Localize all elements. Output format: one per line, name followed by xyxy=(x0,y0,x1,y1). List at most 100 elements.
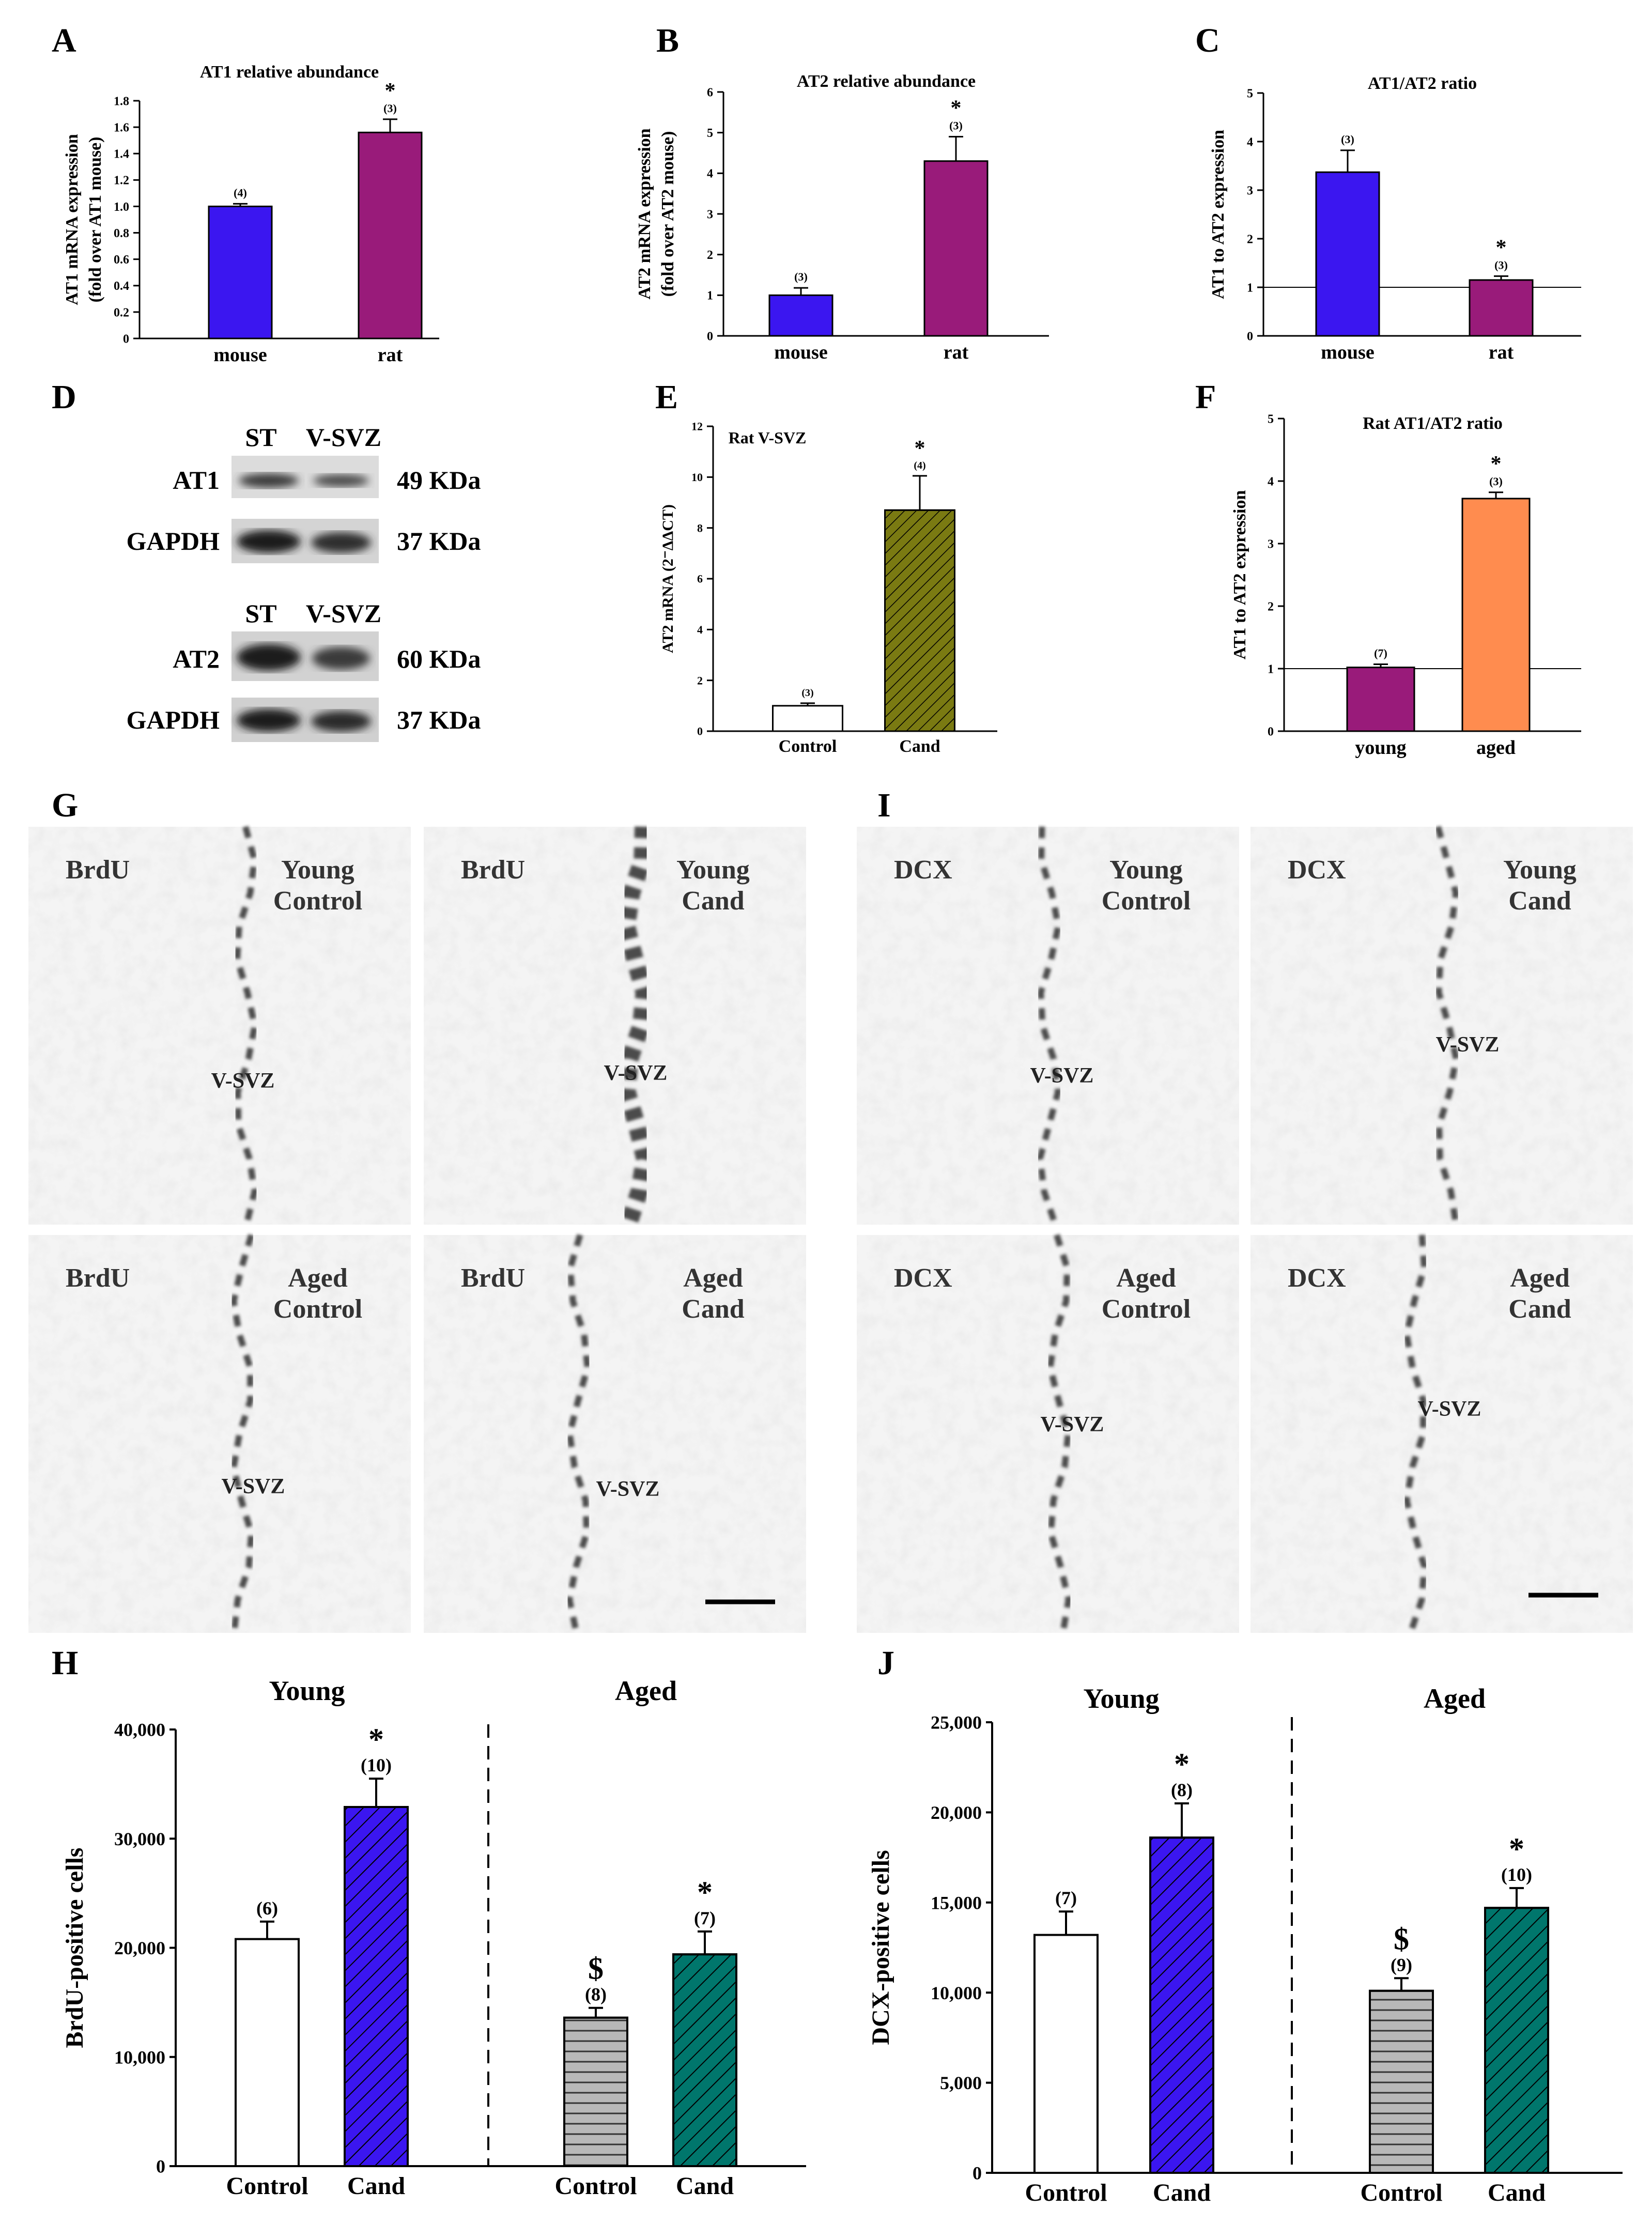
panel-letter-f: F xyxy=(1195,378,1216,416)
significance-mark: * xyxy=(368,1722,384,1756)
chart-title: Rat AT1/AT2 ratio xyxy=(1363,414,1503,433)
panel-letter-c: C xyxy=(1195,22,1220,59)
y-tick-label: 1.4 xyxy=(114,148,129,161)
blot2-band-gapdh-st xyxy=(237,709,301,732)
n-label: (3) xyxy=(794,270,808,283)
group-label-line1: Young xyxy=(1503,855,1577,885)
x-category-label: Control xyxy=(226,2172,308,2200)
blot2-label-gapdh: GAPDH xyxy=(126,705,220,734)
n-label: (7) xyxy=(1055,1888,1077,1908)
bar-hatch xyxy=(344,1805,409,2168)
region-label: V-SVZ xyxy=(1041,1413,1104,1437)
n-label: (3) xyxy=(1494,258,1508,271)
group-label-line1: Aged xyxy=(288,1263,348,1293)
blot2-band-gapdh-vsvz xyxy=(311,711,371,732)
significance-mark: * xyxy=(697,1875,713,1909)
micrograph-texture xyxy=(857,827,1239,1225)
region-label: V-SVZ xyxy=(604,1061,668,1085)
x-category-label: rat xyxy=(378,344,403,366)
bar xyxy=(1315,171,1380,337)
y-tick-label: 1.6 xyxy=(114,121,129,135)
group-label-line1: Young xyxy=(281,855,354,885)
stain-label: BrdU xyxy=(66,1263,130,1293)
bar xyxy=(1469,279,1534,337)
stain-label: BrdU xyxy=(461,855,525,885)
chart-j: Young Aged 0 5,000 10,000 15,000 20,000 25,000 D… xyxy=(867,1683,1623,2206)
group-label-line2: Control xyxy=(273,1294,362,1324)
y-axis-label-2: (fold over AT1 mouse) xyxy=(86,137,105,303)
micrograph-texture xyxy=(28,827,411,1225)
chart-h: Young Aged 0 10,000 20,000 30,000 40,000 BrdU-p… xyxy=(61,1675,806,2200)
y-tick-label: 3 xyxy=(1268,537,1274,551)
x-category-label: aged xyxy=(1476,737,1516,759)
y-tick-label: 10,000 xyxy=(931,1983,982,2003)
y-axis-label: AT2 mRNA expression xyxy=(635,128,654,299)
stained-cell-band xyxy=(617,826,654,1228)
y-tick-label: 0.8 xyxy=(114,227,129,240)
x-category-label: Control xyxy=(1025,2179,1107,2206)
n-label: (4) xyxy=(914,460,925,471)
group-label-line2: Control xyxy=(1102,1294,1191,1324)
y-axis-label: BrdU-positive cells xyxy=(61,1848,88,2048)
blot1-header-vsvz: V-SVZ xyxy=(306,423,381,452)
micrograph-texture xyxy=(1250,1235,1633,1633)
stain-label: BrdU xyxy=(66,855,130,885)
bar xyxy=(358,131,423,339)
panel-letter-d: D xyxy=(52,378,76,416)
bar xyxy=(1033,1934,1099,2174)
y-tick-label: 5,000 xyxy=(940,2073,982,2093)
blot2-band-at2-st xyxy=(237,644,301,671)
x-category-label: Control xyxy=(779,737,837,756)
n-label: (3) xyxy=(383,102,397,115)
chart-a: AT1 relative abundance 0 0.2 0.4 0.6 0.8 1.0 1.… xyxy=(63,63,439,366)
panel-letter-g: G xyxy=(52,786,78,824)
bar xyxy=(1346,667,1415,732)
stained-cell-band xyxy=(1434,826,1460,1225)
y-axis-label: AT1 mRNA expression xyxy=(63,134,82,305)
stain-label: DCX xyxy=(894,855,952,885)
y-tick-label: 0 xyxy=(707,330,713,343)
n-label: (7) xyxy=(1374,647,1387,660)
blot1-label-gapdh: GAPDH xyxy=(126,527,220,555)
y-axis-label: AT1 to AT2 expression xyxy=(1209,130,1228,299)
bar xyxy=(772,705,843,732)
y-tick-label: 20,000 xyxy=(114,1938,165,1958)
x-category-label: young xyxy=(1355,737,1406,759)
blot1-header-st: ST xyxy=(245,423,276,452)
x-category-label: Cand xyxy=(899,737,940,756)
y-tick-label: 8 xyxy=(697,521,703,534)
chart-c: AT1/AT2 ratio 0 1 2 3 4 5 AT1 to AT2 expression… xyxy=(1209,74,1581,363)
blot2-band-at2-vsvz xyxy=(312,647,370,670)
panel-letter-a: A xyxy=(52,22,76,59)
y-tick-label: 40,000 xyxy=(114,1720,165,1740)
significance-mark: * xyxy=(385,79,396,103)
region-label: V-SVZ xyxy=(1418,1397,1481,1421)
bar-hatch xyxy=(1484,1907,1549,2174)
micrograph-texture xyxy=(424,1235,806,1633)
x-category-label: Control xyxy=(554,2172,637,2200)
bar-hatch xyxy=(1149,1836,1214,2174)
chart-e: Rat V-SVZ 0 2 4 6 8 10 12 AT2 mRNA (2⁻ΔΔCT) (3) Co… xyxy=(659,420,997,756)
stained-cell-band xyxy=(1047,1234,1072,1634)
chart-title: AT1 relative abundance xyxy=(200,63,379,82)
blot1-band-at1-st xyxy=(239,473,299,488)
n-label: (3) xyxy=(801,687,813,699)
y-tick-label: 0 xyxy=(1247,330,1253,343)
group-label: Young xyxy=(269,1675,345,1706)
y-tick-label: 5 xyxy=(1247,87,1253,100)
n-label: (10) xyxy=(1501,1864,1532,1885)
region-label: V-SVZ xyxy=(596,1477,660,1501)
group-label-line1: Aged xyxy=(1510,1263,1570,1293)
n-label: (9) xyxy=(1391,1954,1412,1975)
y-tick-label: 0 xyxy=(1268,725,1274,738)
y-tick-label: 25,000 xyxy=(931,1712,982,1733)
x-category-label: rat xyxy=(944,342,969,363)
y-tick-label: 1 xyxy=(1247,281,1253,295)
significance-mark: $ xyxy=(1394,1922,1409,1956)
stained-cell-band xyxy=(566,1234,591,1634)
chart-title: AT2 relative abundance xyxy=(797,72,976,91)
y-axis-label-2: (fold over AT2 mouse) xyxy=(658,131,677,297)
group-label-line1: Aged xyxy=(1116,1263,1176,1293)
